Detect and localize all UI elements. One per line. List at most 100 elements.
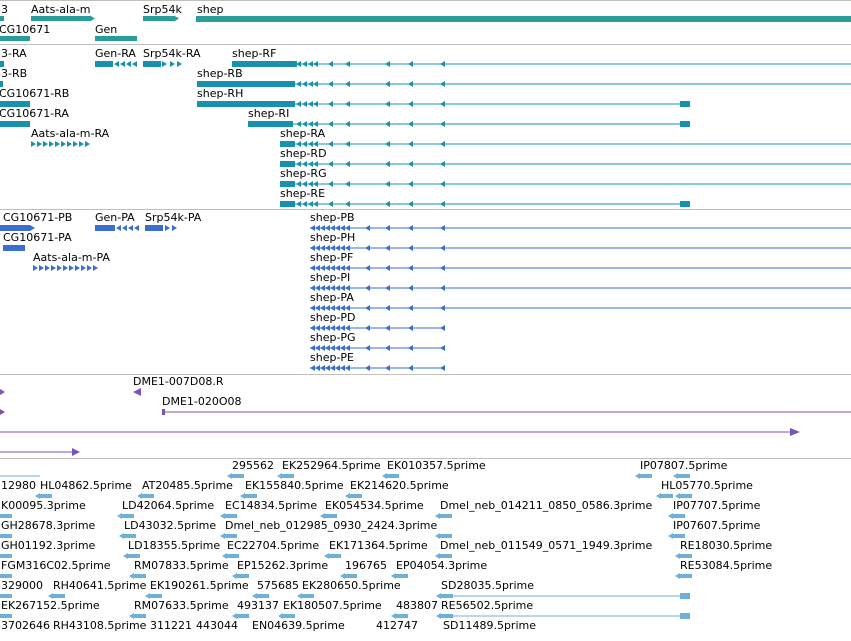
est-block[interactable] — [245, 494, 257, 498]
strand-arrow[interactable] — [33, 265, 38, 271]
strand-arrow[interactable] — [408, 141, 413, 147]
est-block[interactable] — [237, 574, 249, 578]
transcript-label[interactable]: CG10671-RB — [0, 87, 70, 100]
est-label[interactable]: EK190261.5prime — [150, 579, 249, 592]
strand-arrow[interactable] — [408, 161, 413, 167]
gene-block[interactable] — [143, 16, 175, 21]
strand-arrow[interactable] — [330, 245, 335, 251]
strand-arrow[interactable] — [440, 121, 445, 127]
exon-block[interactable] — [0, 225, 30, 231]
est-label[interactable]: SD28035.5prime — [441, 579, 534, 592]
est-block[interactable] — [232, 474, 244, 478]
strand-arrow[interactable] — [123, 553, 128, 559]
strand-arrow[interactable] — [408, 181, 413, 187]
strand-arrow[interactable] — [335, 305, 340, 311]
strand-arrow[interactable] — [656, 493, 661, 499]
strand-arrow[interactable] — [335, 325, 340, 331]
est-label[interactable]: EK252964.5prime — [282, 459, 381, 472]
est-label[interactable]: RH43108.5prime — [53, 619, 147, 632]
est-block[interactable] — [53, 594, 65, 598]
est-label[interactable]: 295562 — [232, 459, 274, 472]
strand-arrow[interactable] — [385, 245, 390, 251]
transcript-label[interactable]: shep-RD — [280, 147, 327, 160]
est-block[interactable] — [0, 594, 12, 598]
protein-label[interactable]: CG10671-PA — [3, 231, 72, 244]
strand-arrow[interactable] — [408, 101, 413, 107]
est-label[interactable]: IP07807.5prime — [640, 459, 728, 472]
strand-arrow[interactable] — [325, 285, 330, 291]
strand-arrow[interactable] — [315, 345, 320, 351]
strand-arrow[interactable] — [340, 225, 345, 231]
strand-arrow[interactable] — [345, 161, 350, 167]
strand-arrow[interactable] — [385, 181, 390, 187]
transcript-label[interactable]: shep-RI — [248, 107, 290, 120]
strand-arrow[interactable] — [320, 513, 325, 519]
strand-arrow[interactable] — [302, 121, 307, 127]
strand-arrow[interactable] — [340, 305, 345, 311]
strand-arrow[interactable] — [51, 265, 56, 271]
strand-arrow[interactable] — [313, 161, 318, 167]
strand-arrow[interactable] — [172, 225, 177, 231]
strand-arrow[interactable] — [385, 305, 390, 311]
strand-arrow[interactable] — [296, 61, 301, 67]
strand-arrow[interactable] — [132, 61, 137, 67]
strand-arrow[interactable] — [340, 285, 345, 291]
est-label[interactable]: HL04862.5prime — [40, 479, 132, 492]
strand-arrow[interactable] — [330, 305, 335, 311]
strand-arrow[interactable] — [345, 81, 350, 87]
gene-label-cg10671[interactable]: CG10671 — [0, 23, 51, 36]
est-block[interactable] — [0, 534, 12, 538]
strand-arrow[interactable] — [39, 265, 44, 271]
est-label[interactable]: EK180507.5prime — [283, 599, 382, 612]
strand-arrow[interactable] — [440, 365, 445, 371]
est-block[interactable] — [237, 614, 249, 618]
strand-arrow[interactable] — [170, 61, 175, 67]
est-label[interactable]: AT20485.5prime — [142, 479, 233, 492]
strand-arrow[interactable] — [325, 265, 330, 271]
protein-label[interactable]: shep-PE — [310, 351, 355, 364]
strand-arrow[interactable] — [385, 61, 390, 67]
exon-block[interactable] — [680, 101, 690, 107]
est-label[interactable]: 12980 — [1, 479, 36, 492]
strand-arrow[interactable] — [668, 533, 673, 539]
strand-arrow[interactable] — [278, 613, 283, 619]
strand-arrow[interactable] — [315, 285, 320, 291]
est-label[interactable]: Dmel_neb_011549_0571_1949.3prime — [440, 539, 653, 552]
strand-arrow[interactable] — [345, 181, 350, 187]
protein-label[interactable]: shep-PB — [310, 211, 355, 224]
strand-arrow[interactable] — [308, 101, 313, 107]
est-block[interactable] — [350, 494, 362, 498]
strand-arrow[interactable] — [330, 365, 335, 371]
strand-arrow[interactable] — [440, 245, 445, 251]
strand-arrow[interactable] — [345, 201, 350, 207]
strand-arrow[interactable] — [335, 345, 340, 351]
protein-label[interactable]: shep-PG — [310, 331, 356, 344]
strand-arrow[interactable] — [302, 81, 307, 87]
strand-arrow[interactable] — [114, 61, 119, 67]
est-block[interactable] — [257, 594, 269, 598]
strand-arrow[interactable] — [345, 121, 350, 127]
transcript-label[interactable]: 3-RB — [1, 67, 28, 80]
transcript-label[interactable]: shep-RE — [280, 187, 326, 200]
est-block[interactable] — [0, 614, 12, 618]
strand-arrow[interactable] — [385, 121, 390, 127]
strand-arrow[interactable] — [116, 225, 121, 231]
strand-arrow[interactable] — [382, 473, 387, 479]
strand-arrow[interactable] — [345, 493, 350, 499]
est-label[interactable]: EC14834.5prime — [225, 499, 318, 512]
strand-arrow[interactable] — [313, 141, 318, 147]
est-block[interactable] — [0, 554, 12, 558]
strand-arrow[interactable] — [335, 245, 340, 251]
strand-arrow[interactable] — [673, 473, 678, 479]
est-label[interactable]: Dmel_neb_012985_0930_2424.3prime — [225, 519, 438, 532]
strand-arrow[interactable] — [308, 141, 313, 147]
est-label[interactable]: 443044 — [196, 619, 238, 632]
strand-arrow[interactable] — [385, 345, 390, 351]
transcript-label[interactable]: CG10671-RA — [0, 107, 69, 120]
strand-arrow[interactable] — [308, 61, 313, 67]
strand-arrow[interactable] — [408, 61, 413, 67]
strand-arrow[interactable] — [122, 225, 127, 231]
strand-arrow[interactable] — [440, 225, 445, 231]
strand-arrow[interactable] — [134, 225, 139, 231]
strand-arrow[interactable] — [0, 16, 4, 22]
